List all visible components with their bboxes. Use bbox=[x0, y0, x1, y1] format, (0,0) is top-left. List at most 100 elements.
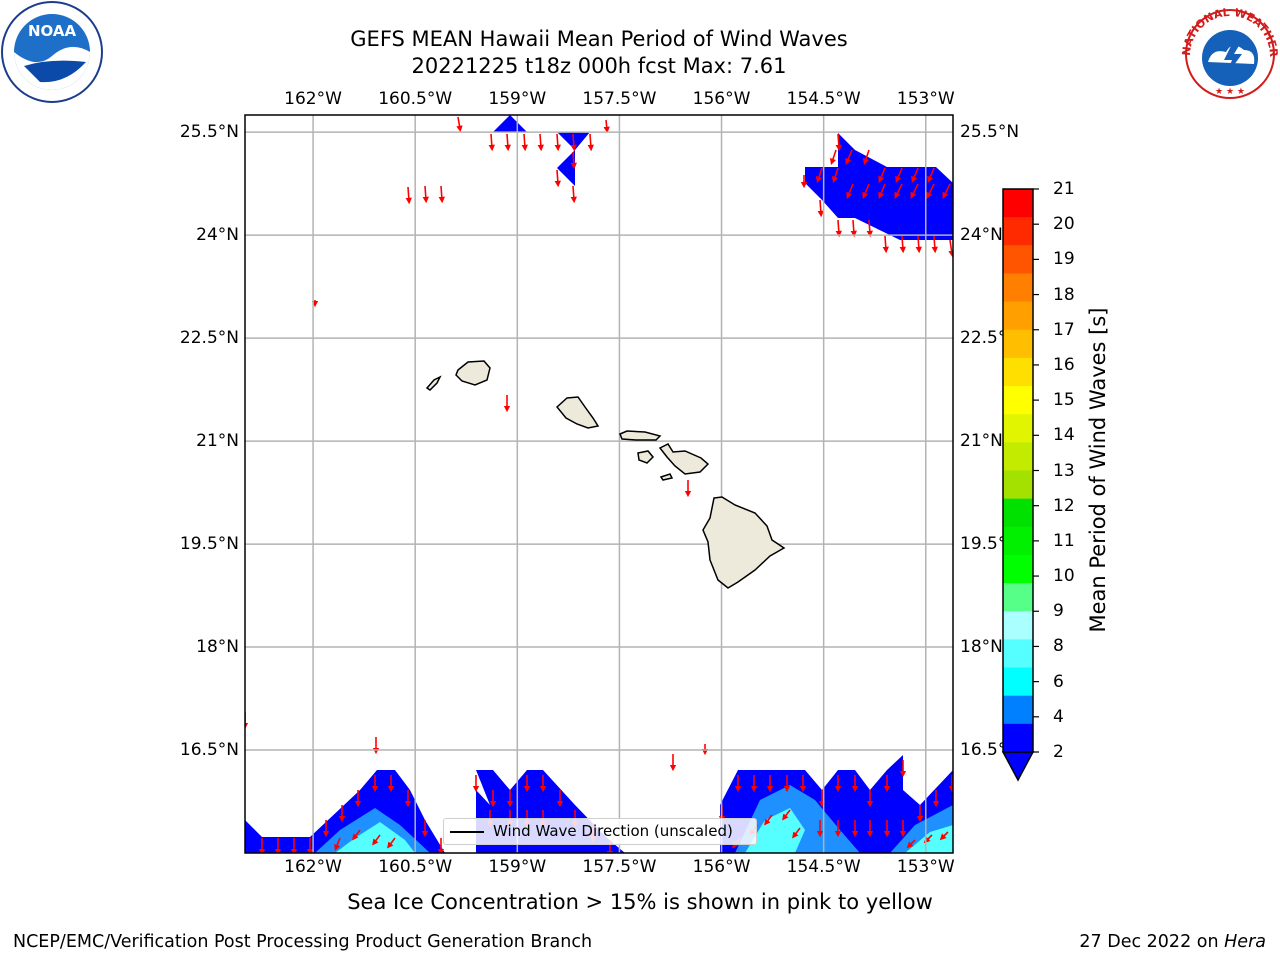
legend-label: Wind Wave Direction (unscaled) bbox=[493, 822, 733, 840]
lon-tick-bottom: 160.5°W bbox=[378, 857, 453, 877]
footer-date-text: 27 Dec 2022 on bbox=[1079, 932, 1219, 952]
wave-direction-arrow bbox=[862, 183, 870, 199]
colorbar-segment bbox=[1003, 554, 1033, 584]
island-niihau bbox=[425, 375, 442, 391]
lon-tick-top: 159°W bbox=[488, 89, 547, 109]
colorbar-tick-label: 18 bbox=[1053, 284, 1075, 305]
wave-direction-arrow bbox=[878, 183, 886, 199]
map-title: GEFS MEAN Hawaii Mean Period of Wind Wav… bbox=[350, 27, 848, 51]
lat-tick-left: 21°N bbox=[196, 431, 239, 452]
wave-direction-arrow bbox=[906, 839, 916, 849]
wave-direction-arrow bbox=[894, 183, 903, 199]
wave-direction-arrow bbox=[915, 235, 922, 254]
colorbar-tick-label: 4 bbox=[1053, 706, 1064, 727]
wave-direction-arrow bbox=[334, 837, 341, 851]
lon-tick-bottom: 156°W bbox=[692, 857, 751, 877]
colorbar-tick-label: 17 bbox=[1053, 319, 1075, 340]
svg-text:NOAA: NOAA bbox=[28, 22, 77, 40]
wave-direction-arrow bbox=[911, 167, 919, 183]
colorbar-segment bbox=[1003, 667, 1033, 697]
colorbar-tick-label: 2 bbox=[1053, 742, 1064, 762]
wave-direction-arrow bbox=[537, 133, 544, 152]
colorbar-tick-label: 15 bbox=[1053, 390, 1075, 411]
wave-direction-arrow bbox=[942, 183, 951, 199]
noaa-logo: NOAA bbox=[1, 1, 103, 103]
colorbar-segment bbox=[1003, 526, 1033, 556]
map-subtitle: 20221225 t18z 000h fcst Max: 7.61 bbox=[411, 54, 787, 78]
lon-tick-top: 157.5°W bbox=[582, 89, 657, 109]
colorbar-segment bbox=[1003, 217, 1033, 246]
lon-tick-top: 156°W bbox=[692, 89, 751, 109]
lat-tick-right: 24°N bbox=[960, 225, 1003, 246]
colorbar-segment bbox=[1003, 273, 1033, 303]
colorbar-tick-label: 11 bbox=[1053, 530, 1075, 551]
wave-direction-arrow bbox=[554, 169, 561, 188]
colorbar-segment bbox=[1003, 723, 1033, 753]
wave-direction-arrow bbox=[878, 167, 886, 183]
colorbar-label: Mean Period of Wind Waves [s] bbox=[1086, 307, 1110, 633]
colorbar-tick-label: 13 bbox=[1053, 460, 1075, 481]
wave-direction-arrow bbox=[899, 235, 906, 254]
wave-direction-arrow bbox=[862, 149, 870, 166]
colorbar-segment bbox=[1003, 301, 1033, 331]
colorbar-segment bbox=[1003, 639, 1033, 669]
colorbar-tick-label: 19 bbox=[1053, 249, 1075, 270]
wave-direction-arrow bbox=[882, 235, 889, 254]
island-kauai bbox=[455, 360, 491, 386]
wave-direction-arrow bbox=[835, 219, 842, 238]
colorbar-tick-label: 21 bbox=[1053, 179, 1075, 199]
hawaiian-islands bbox=[425, 360, 786, 589]
wave-direction-arrow bbox=[923, 834, 933, 844]
wave-direction-arrow bbox=[939, 831, 949, 841]
wave-direction-arrow bbox=[850, 219, 857, 238]
svg-text:★ ★ ★: ★ ★ ★ bbox=[1215, 87, 1245, 97]
wave-direction-arrow bbox=[504, 133, 511, 152]
colorbar-extend-triangle bbox=[1001, 751, 1035, 782]
island-maui bbox=[658, 443, 710, 475]
wave-direction-arrow bbox=[603, 119, 610, 134]
colorbar-tick-label: 8 bbox=[1053, 636, 1064, 657]
wave-direction-arrow bbox=[570, 133, 577, 152]
wave-direction-arrow bbox=[782, 809, 791, 821]
lat-tick-left: 24°N bbox=[196, 225, 239, 246]
colorbar-segment bbox=[1003, 695, 1033, 725]
wave-direction-arrow bbox=[835, 133, 842, 152]
lat-tick-left: 25.5°N bbox=[179, 122, 239, 143]
map-frame bbox=[244, 114, 954, 854]
wave-direction-arrow bbox=[488, 133, 495, 152]
wave-direction-arrow bbox=[422, 185, 429, 204]
island-kahoolawe bbox=[659, 473, 674, 481]
lat-tick-left: 19.5°N bbox=[179, 534, 239, 555]
wave-direction-arrow bbox=[764, 814, 773, 826]
legend-line-icon bbox=[450, 831, 484, 833]
wave-direction-arrow bbox=[521, 133, 528, 152]
wave-direction-arrow bbox=[927, 167, 935, 183]
colorbar-segment bbox=[1003, 357, 1033, 387]
lat-tick-right: 18°N bbox=[960, 637, 1003, 658]
colorbar-segment bbox=[1003, 470, 1033, 500]
colorbar-tick-label: 9 bbox=[1053, 601, 1064, 622]
lon-tick-bottom: 159°W bbox=[488, 857, 547, 877]
wave-direction-arrow bbox=[831, 167, 839, 184]
colorbar-segment bbox=[1003, 498, 1033, 528]
colorbar-segment bbox=[1003, 442, 1033, 471]
wave-direction-arrow bbox=[817, 199, 824, 218]
wave-direction-arrow bbox=[792, 827, 801, 839]
lat-tick-right: 25.5°N bbox=[960, 122, 1020, 143]
colorbar-tick-label: 10 bbox=[1053, 566, 1075, 587]
colorbar-segment bbox=[1003, 611, 1033, 640]
wave-direction-arrow bbox=[456, 116, 463, 133]
colorbar-tick-label: 6 bbox=[1053, 671, 1064, 692]
wave-direction-arrow bbox=[829, 149, 837, 166]
lat-tick-left: 22.5°N bbox=[179, 328, 239, 349]
wave-direction-arrow bbox=[405, 186, 412, 205]
wave-direction-arrow bbox=[372, 834, 381, 846]
wave-direction-arrow bbox=[846, 183, 854, 199]
wave-direction-arrow bbox=[931, 235, 938, 254]
footer-host: Hera bbox=[1224, 932, 1266, 952]
map-legend: Wind Wave Direction (unscaled) bbox=[443, 818, 757, 845]
lat-tick-right: 21°N bbox=[960, 431, 1003, 452]
island-lanai bbox=[637, 450, 655, 464]
wave-direction-arrow bbox=[587, 133, 594, 152]
